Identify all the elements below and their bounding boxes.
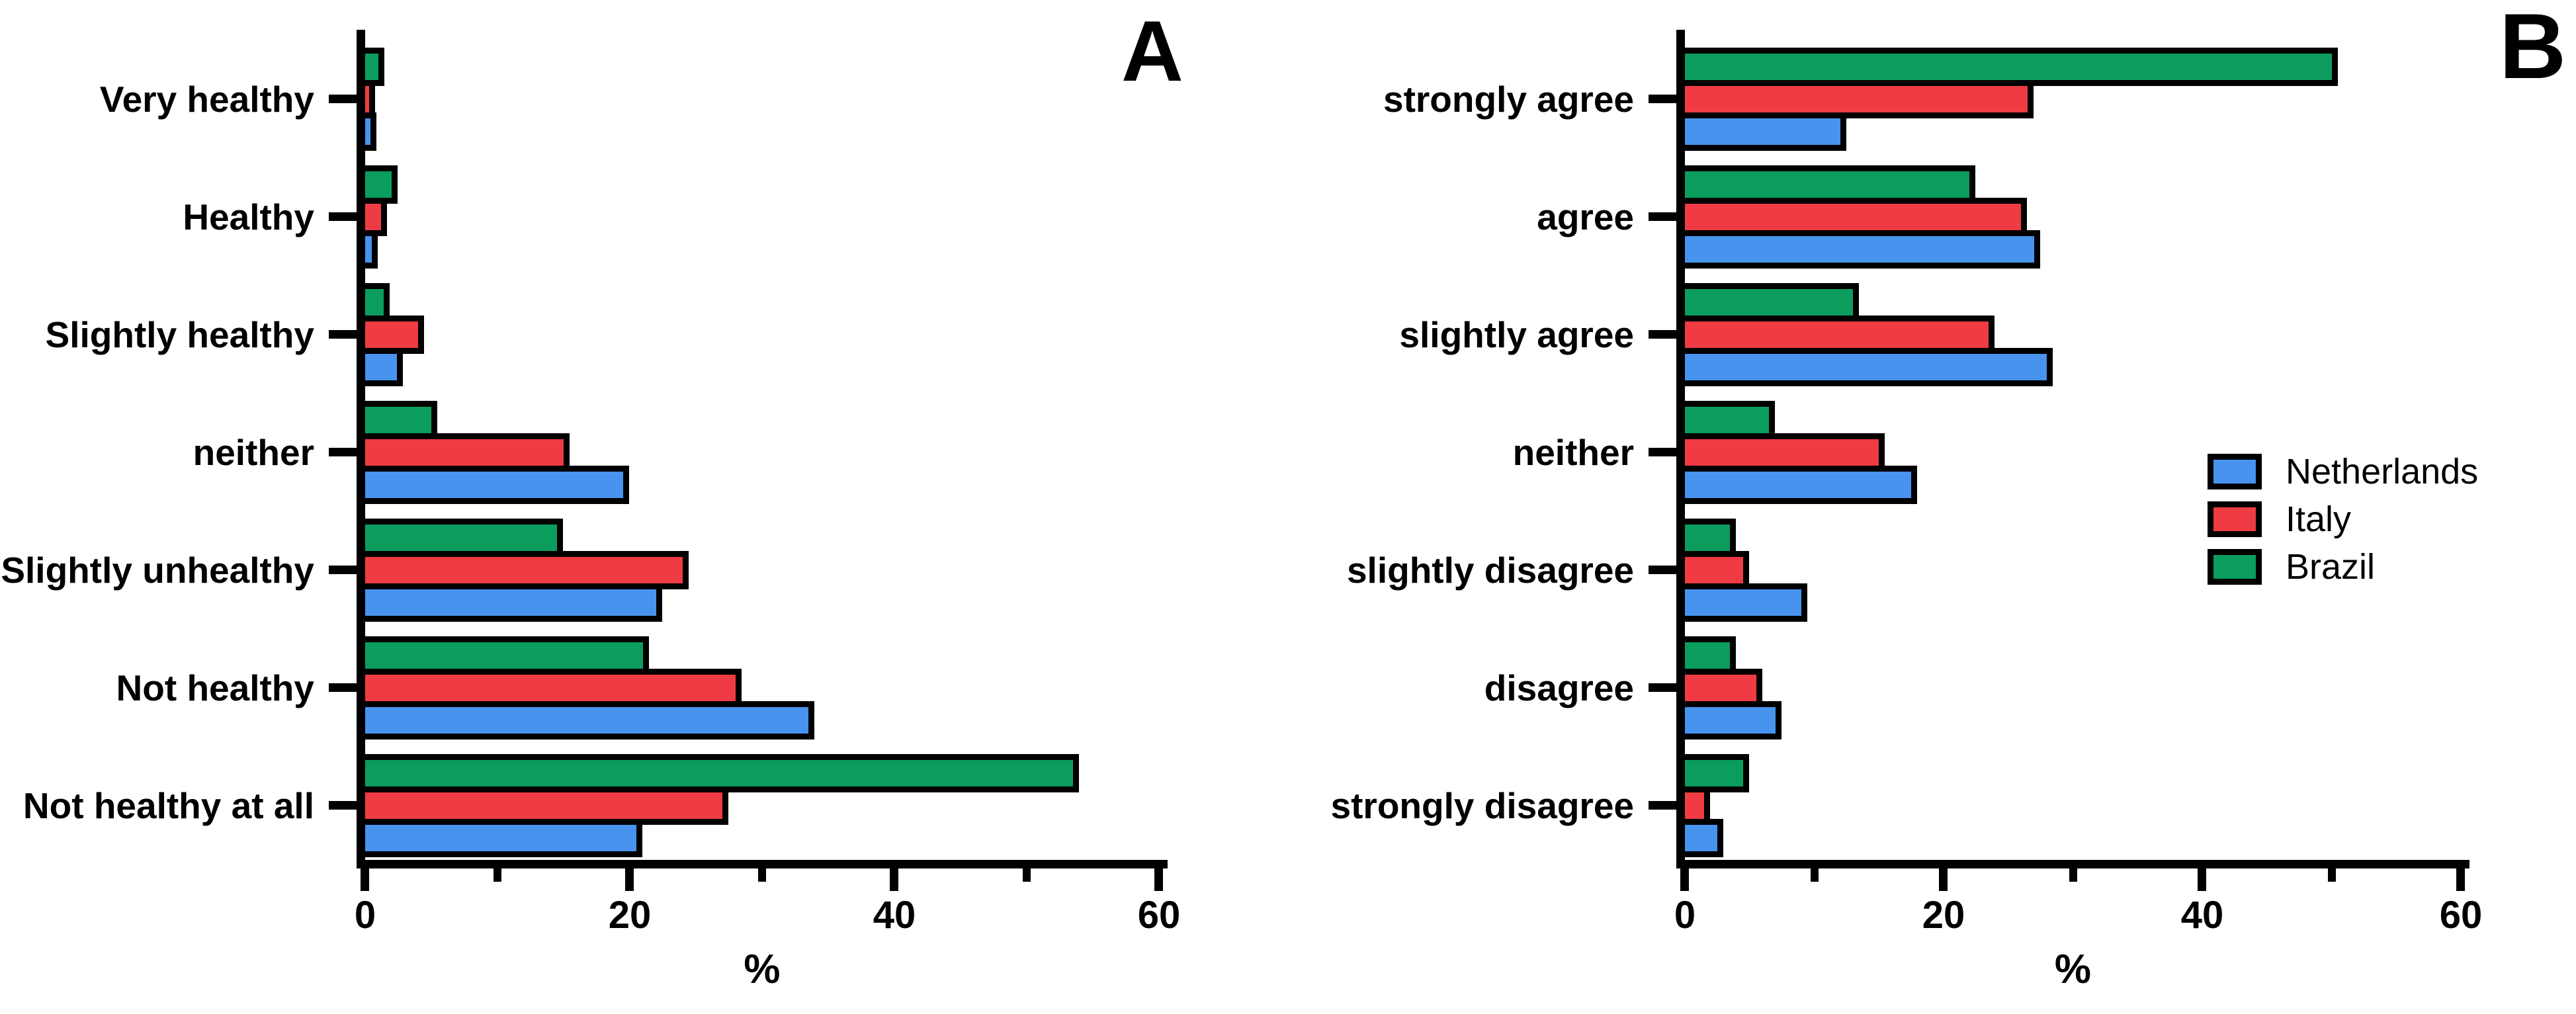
bar-brazil-7 — [1679, 754, 1749, 792]
category-tick — [1649, 566, 1676, 574]
legend-label-netherlands: Netherlands — [2286, 452, 2479, 491]
category-tick — [1649, 448, 1676, 456]
category-label: neither — [1512, 432, 1634, 473]
x-axis-major-tick — [1154, 868, 1163, 891]
category-label: Healthy — [183, 196, 314, 237]
x-tick-label: 40 — [2180, 894, 2224, 937]
panel-a-letter: A — [1121, 3, 1183, 99]
x-tick-label: 20 — [608, 894, 652, 937]
x-tick-label: 20 — [1922, 894, 1965, 937]
category-tick — [329, 801, 357, 810]
bar-brazil-6 — [1679, 636, 1737, 675]
x-tick-label: 0 — [1674, 894, 1696, 937]
x-axis-major-tick — [625, 868, 634, 891]
legend: Netherlands Italy Brazil — [2208, 452, 2478, 595]
category-label: Very healthy — [99, 79, 314, 120]
category-label: slightly disagree — [1346, 550, 1634, 591]
x-axis-major-tick — [361, 868, 369, 891]
x-axis-major-tick — [2198, 868, 2206, 891]
bar-brazil-5 — [1679, 519, 1737, 557]
category-label: agree — [1537, 196, 1634, 237]
brazil-swatch-icon — [2208, 549, 2262, 585]
category-tick — [1649, 801, 1676, 810]
category-label: neither — [193, 432, 314, 473]
category-tick — [1649, 683, 1676, 692]
category-label: slightly agree — [1399, 314, 1634, 355]
bar-italy-2 — [1679, 198, 2028, 236]
x-axis-minor-tick — [2327, 868, 2336, 882]
x-axis-minor-tick — [1810, 868, 1819, 882]
x-axis-line — [357, 860, 1168, 868]
bar-netherlands-3 — [1679, 348, 2053, 386]
bar-brazil-6 — [359, 636, 649, 675]
legend-label-brazil: Brazil — [2286, 547, 2376, 587]
category-label: disagree — [1484, 667, 1634, 708]
legend-row-italy: Italy — [2208, 499, 2478, 539]
bar-brazil-4 — [1679, 401, 1776, 439]
category-tick — [329, 95, 357, 103]
bar-brazil-7 — [359, 754, 1079, 792]
x-axis-minor-tick — [494, 868, 501, 882]
panel-b-letter: B — [2499, 0, 2567, 98]
x-axis-line — [1676, 860, 2469, 868]
netherlands-swatch-icon — [2208, 454, 2262, 489]
bar-netherlands-5 — [1679, 583, 1807, 622]
category-label: Slightly unhealthy — [1, 550, 314, 591]
category-tick — [1649, 212, 1676, 221]
bar-brazil-2 — [1679, 165, 1976, 204]
x-axis-minor-tick — [1023, 868, 1031, 882]
bar-brazil-1 — [359, 48, 384, 86]
bar-brazil-1 — [1679, 48, 2338, 86]
category-label: Not healthy at all — [22, 785, 314, 826]
x-axis-minor-tick — [2069, 868, 2077, 882]
x-axis-major-tick — [890, 868, 898, 891]
category-tick — [1649, 95, 1676, 103]
bar-netherlands-6 — [359, 701, 814, 739]
bar-italy-3 — [359, 316, 424, 354]
legend-row-netherlands: Netherlands — [2208, 452, 2478, 491]
bar-brazil-4 — [359, 401, 437, 439]
bar-italy-4 — [359, 433, 570, 472]
x-tick-label: 60 — [1137, 894, 1181, 937]
category-label: Not healthy — [116, 667, 314, 708]
x-axis-major-tick — [2456, 868, 2465, 891]
legend-label-italy: Italy — [2286, 499, 2352, 539]
category-tick — [1649, 330, 1676, 339]
x-tick-label: 0 — [354, 894, 376, 937]
bar-brazil-5 — [359, 519, 563, 557]
x-tick-label: 40 — [873, 894, 916, 937]
category-label: strongly disagree — [1330, 785, 1634, 826]
category-tick — [329, 683, 357, 692]
bar-netherlands-7 — [1679, 819, 1723, 857]
bar-brazil-3 — [1679, 283, 1860, 321]
x-axis-title: % — [744, 947, 781, 992]
category-tick — [329, 330, 357, 339]
x-axis-major-tick — [1680, 868, 1689, 891]
legend-row-brazil: Brazil — [2208, 547, 2478, 587]
category-label: Slightly healthy — [45, 314, 314, 355]
x-tick-label: 60 — [2439, 894, 2483, 937]
x-axis-minor-tick — [758, 868, 766, 882]
category-tick — [329, 212, 357, 221]
bar-brazil-3 — [359, 283, 390, 321]
x-axis-major-tick — [1939, 868, 1948, 891]
category-tick — [329, 566, 357, 574]
category-tick — [329, 448, 357, 456]
x-axis-title: % — [2054, 947, 2092, 992]
bar-italy-4 — [1679, 433, 1885, 472]
italy-swatch-icon — [2208, 501, 2262, 537]
bar-brazil-2 — [359, 165, 398, 204]
category-label: strongly agree — [1383, 79, 1634, 120]
